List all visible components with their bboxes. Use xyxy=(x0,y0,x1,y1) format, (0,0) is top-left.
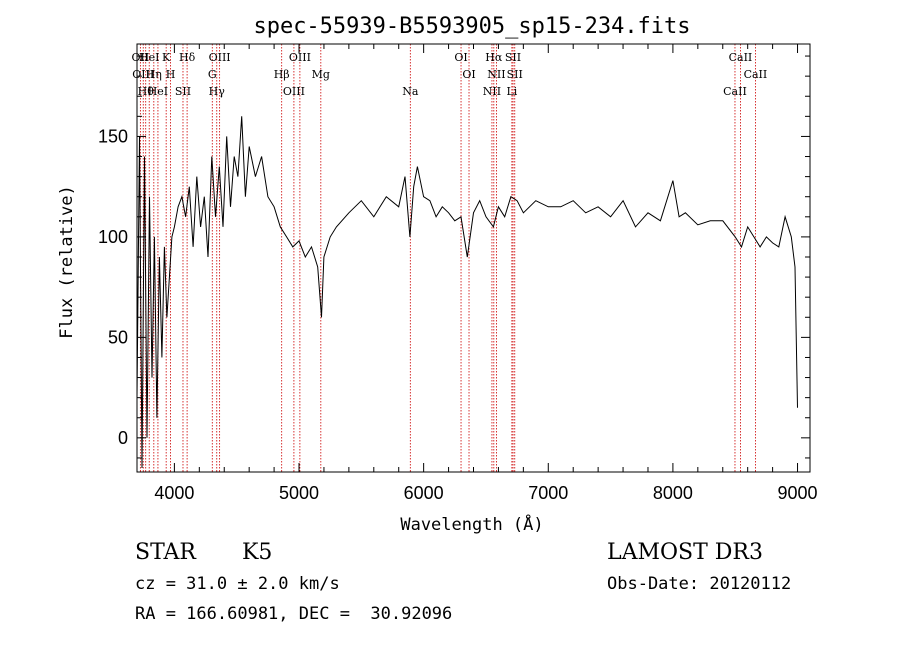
spectral-line-label: OIII xyxy=(283,85,305,98)
y-axis-ticks: 0 50 100 150 xyxy=(98,55,810,459)
object-subclass: K5 xyxy=(242,540,273,565)
x-tick-label: 5000 xyxy=(279,483,319,503)
spectral-line-label: HeI xyxy=(139,51,159,64)
spectral-line-label: NII xyxy=(487,68,505,81)
object-class: STAR xyxy=(135,540,196,565)
spectral-line-label: HeI xyxy=(148,85,168,98)
spectral-line-label: OI xyxy=(462,68,475,81)
x-axis-label: Wavelength (Å) xyxy=(400,513,543,535)
spectral-line-label: OII xyxy=(132,51,150,64)
redshift-text: cz = 31.0 ± 2.0 km/s xyxy=(135,574,340,594)
spectrum-line xyxy=(136,116,798,469)
spectral-lines xyxy=(139,44,756,472)
x-tick-label: 4000 xyxy=(154,483,194,503)
y-tick-label: 150 xyxy=(98,126,128,146)
spectral-line-label: OIII xyxy=(289,51,311,64)
spectral-line-label: CaII xyxy=(744,68,768,81)
spectral-line-label: Hα xyxy=(485,51,503,64)
spectral-line-label: G xyxy=(208,68,217,81)
spectral-line-label: NII xyxy=(483,85,501,98)
spectral-line-label: Hθ xyxy=(138,85,155,98)
y-tick-label: 100 xyxy=(98,227,128,247)
spectral-line-label: Hη xyxy=(146,68,162,81)
spectral-line-label: OIII xyxy=(132,68,154,81)
spectral-line-label: Hβ xyxy=(274,68,290,81)
chart-title: spec-55939-B5593905_sp15-234.fits xyxy=(253,14,690,39)
x-tick-label: 7000 xyxy=(528,483,568,503)
spectral-line-label: CaII xyxy=(729,51,753,64)
spectral-line-label: Na xyxy=(402,85,419,98)
obs-date: Obs-Date: 20120112 xyxy=(607,574,792,594)
y-axis-label: Flux (relative) xyxy=(57,185,77,339)
plot-frame xyxy=(136,43,811,473)
coordinates: RA = 166.60981, DEC = 30.92096 xyxy=(135,604,453,624)
spectral-line-label: Hδ xyxy=(179,51,196,64)
spectral-line-label: SII xyxy=(507,68,523,81)
spectral-line-label: H xyxy=(166,68,176,81)
y-tick-label: 0 xyxy=(118,428,128,448)
survey-name: LAMOST DR3 xyxy=(607,540,763,565)
spectral-line-label: CaII xyxy=(723,85,747,98)
x-tick-label: 9000 xyxy=(778,483,818,503)
spectral-line-label: SII xyxy=(175,85,191,98)
spectral-line-label: Li xyxy=(506,85,517,98)
y-tick-label: 50 xyxy=(108,327,128,347)
x-tick-label: 8000 xyxy=(653,483,693,503)
x-tick-label: 6000 xyxy=(404,483,444,503)
spectral-line-label: OI xyxy=(454,51,467,64)
spectral-line-label: Hγ xyxy=(209,85,226,98)
spectral-line-label: SII xyxy=(505,51,521,64)
x-axis-ticks: 4000 5000 6000 7000 8000 9000 xyxy=(154,44,818,503)
spectral-line-label: K xyxy=(162,51,171,64)
spectral-line-label: Mg xyxy=(312,68,330,81)
spectral-line-label: OIII xyxy=(209,51,231,64)
spectral-line-labels: OIIOIIIHθHeIHηHeIKHSIIHδGHγOIIIHβOIIIOII… xyxy=(132,51,768,98)
